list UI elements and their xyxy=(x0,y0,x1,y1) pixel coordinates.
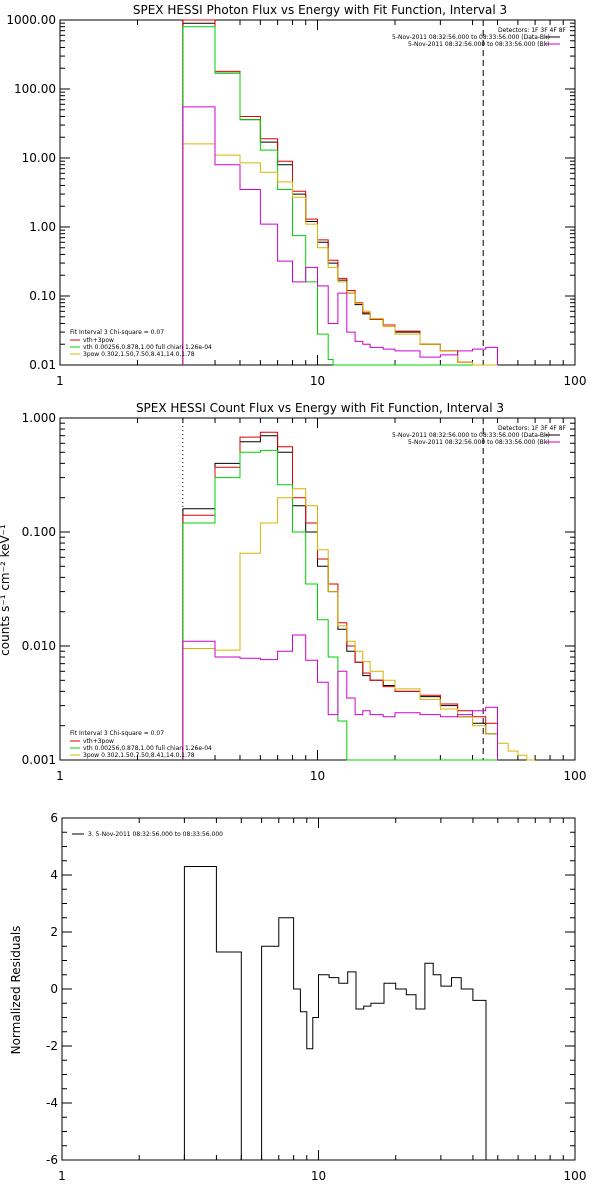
photon-flux-y-tick-label: 1.00 xyxy=(29,220,56,234)
residuals-y-tick-label: 2 xyxy=(50,925,58,939)
count-flux-x-tick-label: 1 xyxy=(56,769,64,783)
residuals-axes: 1 10 100 -6 -4 -2 0 2 4 6 xyxy=(46,811,586,1183)
count-flux-fit-range-lines xyxy=(182,418,484,760)
count-flux-x-tick-label: 100 xyxy=(564,769,587,783)
photon-flux-legend-bottom: Fit Interval 3 Chi-square = 0.07 vth+3po… xyxy=(70,329,212,358)
photon-flux-axes: 1 10 100 0.01 0.10 1.00 10.00 100.00 1000.00 xyxy=(6,13,586,388)
photon-flux-y-tick-label: 10.00 xyxy=(22,151,56,165)
residuals-x-tick-label: 1 xyxy=(58,1169,66,1183)
count-flux-series-yellow xyxy=(182,488,536,761)
count-flux-y-tick-label: 0.100 xyxy=(22,525,56,539)
legend-detectors: Detectors: 1F 3F 4F 8F xyxy=(498,27,567,34)
photon-flux-series xyxy=(182,19,498,366)
residuals-ylabel: Normalized Residuals xyxy=(9,926,23,1055)
residuals-series-black xyxy=(183,866,487,1161)
count-flux-legend-bottom: Fit Interval 3 Chi-square = 0.07 vth+3po… xyxy=(70,730,212,759)
legend-data-bk: 5-Nov-2011 08:32:56.000 to 08:33:56.000 … xyxy=(392,34,550,41)
residuals-y-tick-label: -4 xyxy=(46,1096,58,1110)
residuals-y-tick-label: 0 xyxy=(50,982,58,996)
photon-flux-legend-top: Detectors: 1F 3F 4F 8F 5-Nov-2011 08:32:… xyxy=(392,27,567,48)
count-flux-y-tick-label: 1.000 xyxy=(22,411,56,425)
legend-3pow: 3pow 0.302,1.50,7.50,8.41,14.0,1.78 xyxy=(83,351,195,358)
photon-flux-series-red xyxy=(182,19,498,366)
photon-flux-y-tick-label: 0.01 xyxy=(29,358,56,372)
residuals-y-tick-label: 6 xyxy=(50,811,58,825)
photon-flux-x-tick-label: 1 xyxy=(56,374,64,388)
count-flux-legend-top: Detectors: 1F 3F 4F 8F 5-Nov-2011 08:32:… xyxy=(392,425,567,446)
legend-interval: 3. 5-Nov-2011 08:32:56.000 to 08:33:56.0… xyxy=(88,831,223,838)
legend-model: vth+3pow xyxy=(83,738,114,745)
photon-flux-x-tick-label: 100 xyxy=(564,374,587,388)
photon-flux-y-tick-label: 0.10 xyxy=(29,289,56,303)
count-flux-axes: 1 10 100 0.001 0.010 0.100 1.000 xyxy=(22,411,587,783)
residuals-panel: Normalized Residuals 1 10 100 -6 -4 -2 0 2 4 6 3.… xyxy=(9,811,586,1183)
legend-model: vth+3pow xyxy=(83,337,114,344)
legend-fit-interval: Fit Interval 3 Chi-square = 0.07 xyxy=(70,329,164,336)
legend-vth: vth 0.00256,0.878,1.00 full chian 1.26e-… xyxy=(83,344,212,351)
photon-flux-y-tick-label: 100.00 xyxy=(14,82,56,96)
count-flux-panel: SPEX HESSI Count Flux vs Energy with Fit… xyxy=(0,401,586,783)
photon-flux-series-green xyxy=(182,26,498,366)
legend-bk: 5-Nov-2011 08:32:56.000 to 08:33:56.000 … xyxy=(408,439,550,446)
count-flux-series-magenta xyxy=(182,634,498,760)
photon-flux-y-tick-label: 1000.00 xyxy=(6,13,56,27)
count-flux-series xyxy=(182,431,536,761)
photon-flux-series-magenta xyxy=(182,106,498,365)
residuals-y-tick-label: -2 xyxy=(46,1039,58,1053)
count-flux-series-green xyxy=(182,449,498,761)
photon-flux-title: SPEX HESSI Photon Flux vs Energy with Fi… xyxy=(133,3,507,17)
legend-vth: vth 0.00256,0.878,1.00 full chian 1.26e-… xyxy=(83,745,212,752)
photon-flux-series-yellow xyxy=(182,143,498,366)
legend-data-bk: 5-Nov-2011 08:32:56.000 to 08:33:56.000 … xyxy=(392,432,550,439)
photon-flux-series-black xyxy=(182,22,498,366)
residuals-series xyxy=(183,866,487,1161)
count-flux-x-tick-label: 10 xyxy=(310,769,325,783)
legend-3pow: 3pow 0.302,1.50,7.50,8.41,14.0,1.78 xyxy=(83,752,195,759)
residuals-x-tick-label: 100 xyxy=(564,1169,587,1183)
count-flux-series-black xyxy=(182,435,498,760)
legend-fit-interval: Fit Interval 3 Chi-square = 0.07 xyxy=(70,730,164,737)
residuals-y-tick-label: 4 xyxy=(50,868,58,882)
photon-flux-panel: SPEX HESSI Photon Flux vs Energy with Fi… xyxy=(6,3,586,388)
legend-bk: 5-Nov-2011 08:32:56.000 to 08:33:56.000 … xyxy=(408,41,550,48)
count-flux-ylabel: counts s⁻¹ cm⁻² keV⁻¹ xyxy=(0,524,12,656)
count-flux-y-tick-label: 0.010 xyxy=(22,639,56,653)
residuals-x-tick-label: 10 xyxy=(311,1169,326,1183)
count-flux-series-red xyxy=(182,431,498,760)
count-flux-title: SPEX HESSI Count Flux vs Energy with Fit… xyxy=(136,401,504,415)
photon-flux-x-tick-label: 10 xyxy=(310,374,325,388)
legend-detectors: Detectors: 1F 3F 4F 8F xyxy=(498,425,567,432)
residuals-y-tick-label: -6 xyxy=(46,1153,58,1167)
residuals-legend: 3. 5-Nov-2011 08:32:56.000 to 08:33:56.0… xyxy=(72,831,223,838)
count-flux-y-tick-label: 0.001 xyxy=(22,753,56,767)
